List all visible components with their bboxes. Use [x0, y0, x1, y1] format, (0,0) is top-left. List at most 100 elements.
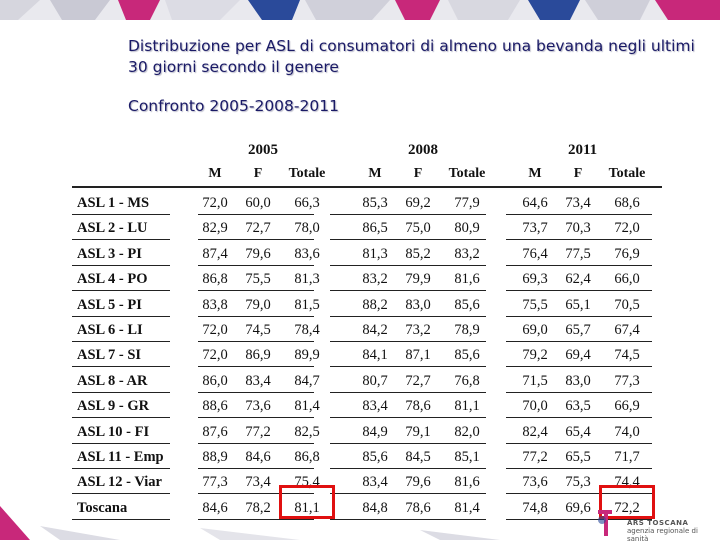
- table-cell: 65,4: [565, 423, 591, 440]
- table-cell: 70,3: [565, 220, 591, 237]
- row-label: Toscana: [77, 499, 128, 516]
- row-divider: [330, 264, 486, 266]
- table-cell: 77,5: [565, 245, 591, 262]
- row-divider: [330, 468, 486, 469]
- row-divider: [506, 493, 652, 495]
- table-row: ASL 5 - PI 83,8 79,0 81,5 88,2 83,0 85,6 75,5 65…: [72, 292, 662, 317]
- row-divider: [72, 315, 170, 317]
- year-header: 2008: [408, 142, 438, 158]
- table-cell: 74,0: [614, 423, 640, 440]
- bottom-decoration: [0, 496, 720, 540]
- row-label: ASL 2 - LU: [77, 220, 148, 237]
- row-divider: [506, 518, 652, 520]
- table-cell: 79,2: [522, 347, 548, 364]
- row-divider: [506, 468, 652, 469]
- table-cell: 80,9: [454, 220, 480, 237]
- table-cell: 81,6: [454, 271, 480, 288]
- header-rule: [72, 186, 662, 188]
- table-cell: 83,4: [245, 372, 271, 389]
- row-divider: [198, 468, 314, 469]
- table-cell: 79,0: [245, 296, 271, 313]
- row-divider: [506, 391, 652, 393]
- table-cell: 73,4: [245, 474, 271, 491]
- table-row: ASL 2 - LU 82,9 72,7 78,0 86,5 75,0 80,9 73,7 70…: [72, 215, 662, 241]
- row-divider: [72, 493, 170, 495]
- logo-tagline: agenzia regionale di sanità: [627, 527, 698, 543]
- table-cell: 81,3: [362, 245, 388, 262]
- year-header-row: 2005 2008 2011: [72, 142, 662, 160]
- table-cell: 87,1: [405, 347, 431, 364]
- row-label: ASL 8 - AR: [77, 372, 148, 389]
- row-divider: [330, 214, 486, 215]
- table-cell: 77,3: [614, 372, 640, 389]
- table-cell: 64,6: [522, 195, 548, 211]
- table-row: ASL 11 - Emp 88,9 84,6 86,8 85,6 84,5 85,1 77,2…: [72, 444, 662, 469]
- table-cell: 83,4: [362, 474, 388, 491]
- page-title: Distribuzione per ASL di consumatori di …: [128, 37, 695, 76]
- row-divider: [198, 315, 314, 317]
- table-cell: 68,6: [614, 195, 640, 211]
- row-divider: [506, 239, 652, 241]
- column-header: F: [413, 166, 423, 181]
- row-label: ASL 5 - PI: [77, 296, 142, 313]
- row-divider: [198, 264, 314, 266]
- table-cell: 70,0: [522, 398, 548, 415]
- page-subtitle: Confronto 2005-2008-2011: [128, 97, 339, 115]
- row-divider: [506, 214, 652, 215]
- table-cell: 63,5: [565, 398, 591, 415]
- table-cell: 73,7: [522, 220, 548, 237]
- row-divider: [72, 442, 170, 444]
- table-row: ASL 6 - LI 72,0 74,5 78,4 84,2 73,2 78,9 69,0 65…: [72, 317, 662, 342]
- table-row: ASL 4 - PO 86,8 75,5 81,3 83,2 79,9 81,6 69,3 62…: [72, 266, 662, 292]
- table-cell: 81,3: [294, 271, 320, 288]
- row-divider: [198, 239, 314, 241]
- table-cell: 81,4: [454, 499, 480, 516]
- table-cell: 81,6: [454, 474, 480, 491]
- row-label: ASL 12 - Viar: [77, 474, 162, 491]
- table-cell: 72,7: [245, 220, 271, 237]
- row-label: ASL 4 - PO: [77, 271, 148, 288]
- table-cell: 66,3: [294, 195, 320, 211]
- table-cell: 80,7: [362, 372, 388, 389]
- row-divider: [72, 341, 170, 342]
- table-cell: 87,4: [202, 245, 228, 262]
- row-label: ASL 3 - PI: [77, 245, 142, 262]
- table-cell: 67,4: [614, 322, 640, 338]
- table-cell: 78,6: [405, 499, 431, 516]
- table-cell: 76,8: [454, 372, 480, 389]
- table-cell: 76,9: [614, 245, 640, 262]
- table-cell: 85,1: [454, 449, 480, 465]
- table-cell: 81,5: [294, 296, 320, 313]
- table-row: ASL 8 - AR 86,0 83,4 84,7 80,7 72,7 76,8 71,5 83…: [72, 368, 662, 393]
- row-divider: [506, 264, 652, 266]
- table-row: ASL 12 - Viar 77,3 73,4 75,4 83,4 79,6 81,6 73,…: [72, 469, 662, 495]
- table-cell: 78,2: [245, 499, 271, 516]
- table-cell: 82,5: [294, 423, 320, 440]
- table-cell: 79,1: [405, 423, 431, 440]
- row-divider: [72, 391, 170, 393]
- table-cell: 78,4: [294, 322, 320, 338]
- table-cell: 62,4: [565, 271, 591, 288]
- table-cell: 77,9: [454, 195, 480, 211]
- logo-name: ARS TOSCANA: [627, 519, 689, 527]
- table-cell: 69,4: [565, 347, 591, 364]
- row-label: ASL 11 - Emp: [77, 449, 164, 465]
- table-cell: 78,9: [454, 322, 480, 338]
- row-divider: [330, 290, 486, 292]
- table-cell: 71,5: [522, 372, 548, 389]
- table-cell: 86,0: [202, 372, 228, 389]
- row-divider: [198, 518, 314, 520]
- column-header: M: [368, 166, 382, 181]
- row-label: ASL 1 - MS: [77, 195, 150, 211]
- table-cell: 72,0: [202, 347, 228, 364]
- table-cell: 83,4: [362, 398, 388, 415]
- column-header: Totale: [288, 166, 326, 181]
- table-cell: 84,9: [362, 423, 388, 440]
- table-cell: 72,7: [405, 372, 431, 389]
- table-cell: 65,1: [565, 296, 591, 313]
- table-cell: 83,2: [362, 271, 388, 288]
- table-cell: 84,8: [362, 499, 388, 516]
- column-header: M: [208, 166, 222, 181]
- table-cell: 81,1: [454, 398, 480, 415]
- row-label: ASL 7 - SI: [77, 347, 142, 364]
